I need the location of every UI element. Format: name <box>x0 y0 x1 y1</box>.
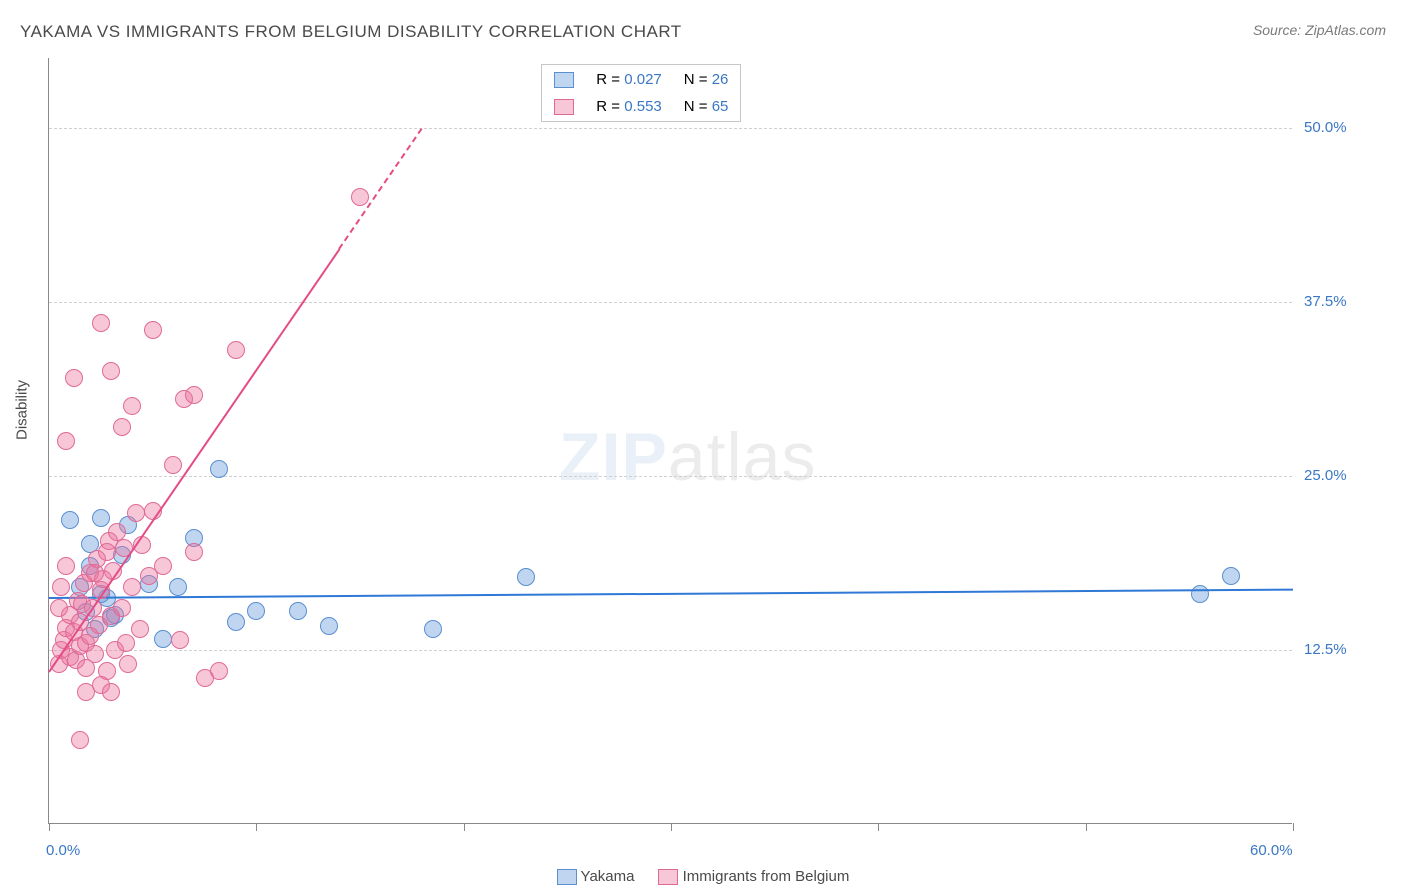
data-point <box>77 683 95 701</box>
data-point <box>1191 585 1209 603</box>
stats-legend: R = 0.027N = 26R = 0.553N = 65 <box>541 64 741 122</box>
n-label: N = 65 <box>674 94 739 119</box>
source-attribution: Source: ZipAtlas.com <box>1253 22 1386 38</box>
data-point <box>320 617 338 635</box>
data-point <box>57 557 75 575</box>
n-label: N = 26 <box>674 67 739 92</box>
watermark-zip: ZIP <box>559 419 668 495</box>
watermark: ZIPatlas <box>559 418 816 496</box>
data-point <box>154 630 172 648</box>
data-point <box>169 578 187 596</box>
data-point <box>108 523 126 541</box>
x-tick <box>1293 823 1294 831</box>
stats-row: R = 0.027N = 26 <box>544 67 738 92</box>
gridline <box>49 650 1292 651</box>
data-point <box>517 568 535 586</box>
data-point <box>185 543 203 561</box>
data-point <box>92 509 110 527</box>
data-point <box>144 321 162 339</box>
x-axis-max-label: 60.0% <box>1250 842 1293 859</box>
y-tick-label: 12.5% <box>1304 641 1347 658</box>
trend-line <box>338 128 423 250</box>
data-point <box>92 314 110 332</box>
legend-label: Immigrants from Belgium <box>683 868 850 885</box>
legend-entry: Yakama <box>557 868 635 885</box>
x-axis-min-label: 0.0% <box>46 842 80 859</box>
data-point <box>57 432 75 450</box>
data-point <box>140 567 158 585</box>
plot-area: ZIPatlas <box>48 58 1292 824</box>
chart-title: YAKAMA VS IMMIGRANTS FROM BELGIUM DISABI… <box>20 22 682 42</box>
chart-container: YAKAMA VS IMMIGRANTS FROM BELGIUM DISABI… <box>0 0 1406 892</box>
y-tick-label: 37.5% <box>1304 293 1347 310</box>
series-legend: Yakama Immigrants from Belgium <box>0 868 1406 885</box>
data-point <box>210 662 228 680</box>
data-point <box>65 369 83 387</box>
r-label: R = 0.027 <box>586 67 671 92</box>
data-point <box>102 683 120 701</box>
data-point <box>98 543 116 561</box>
data-point <box>71 731 89 749</box>
x-tick <box>671 823 672 831</box>
data-point <box>289 602 307 620</box>
data-point <box>61 511 79 529</box>
data-point <box>164 456 182 474</box>
x-tick <box>878 823 879 831</box>
trend-line <box>49 589 1293 599</box>
x-tick <box>256 823 257 831</box>
y-axis-title: Disability <box>14 380 31 440</box>
stats-row: R = 0.553N = 65 <box>544 94 738 119</box>
data-point <box>210 460 228 478</box>
x-tick <box>49 823 50 831</box>
watermark-atlas: atlas <box>668 419 817 495</box>
data-point <box>171 631 189 649</box>
gridline <box>49 476 1292 477</box>
data-point <box>351 188 369 206</box>
swatch-cell <box>544 94 584 119</box>
data-point <box>185 386 203 404</box>
legend-entry: Immigrants from Belgium <box>658 868 849 885</box>
data-point <box>102 362 120 380</box>
data-point <box>117 634 135 652</box>
data-point <box>86 564 104 582</box>
data-point <box>123 578 141 596</box>
data-point <box>119 655 137 673</box>
data-point <box>127 504 145 522</box>
y-tick-label: 25.0% <box>1304 467 1347 484</box>
gridline <box>49 128 1292 129</box>
x-tick <box>464 823 465 831</box>
data-point <box>123 397 141 415</box>
r-label: R = 0.553 <box>586 94 671 119</box>
legend-label: Yakama <box>581 868 635 885</box>
swatch-cell <box>544 67 584 92</box>
gridline <box>49 302 1292 303</box>
data-point <box>52 578 70 596</box>
data-point <box>227 341 245 359</box>
data-point <box>113 418 131 436</box>
data-point <box>131 620 149 638</box>
data-point <box>227 613 245 631</box>
data-point <box>50 599 68 617</box>
x-tick <box>1086 823 1087 831</box>
data-point <box>247 602 265 620</box>
data-point <box>86 645 104 663</box>
data-point <box>113 599 131 617</box>
data-point <box>424 620 442 638</box>
y-tick-label: 50.0% <box>1304 119 1347 136</box>
data-point <box>1222 567 1240 585</box>
